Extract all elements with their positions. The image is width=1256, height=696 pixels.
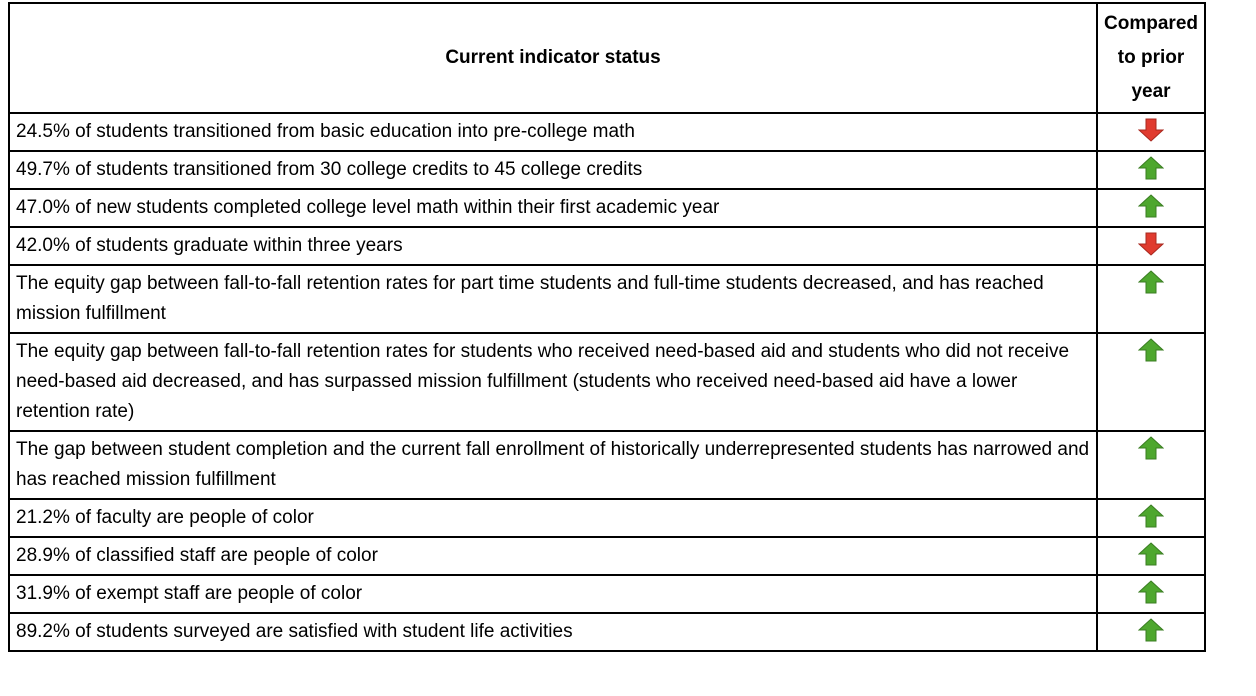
indicator-text: 89.2% of students surveyed are satisfied…	[7, 612, 1099, 652]
row: 47.0% of new students completed college …	[7, 188, 1206, 228]
header-cell: Current indicator status	[7, 2, 1099, 114]
down-arrow	[1138, 118, 1165, 142]
trend-arrow	[1138, 436, 1165, 460]
indicator-text: The gap between student completion and t…	[7, 430, 1099, 500]
trend-cell	[1096, 612, 1206, 652]
trend-cell	[1096, 264, 1206, 334]
trend-cell	[1096, 574, 1206, 614]
down-arrow	[1138, 232, 1165, 256]
indicator-text: The equity gap between fall-to-fall rete…	[7, 264, 1099, 334]
row: 28.9% of classified staff are people of …	[7, 536, 1206, 576]
indicator-table: Current indicator status Compared to pri…	[7, 2, 1206, 652]
trend-cell	[1096, 536, 1206, 576]
trend-arrow	[1138, 580, 1165, 604]
row: 31.9% of exempt staff are people of colo…	[7, 574, 1206, 614]
row: 89.2% of students surveyed are satisfied…	[7, 612, 1206, 652]
trend-arrow	[1138, 338, 1165, 362]
row: The gap between student completion and t…	[7, 430, 1206, 500]
indicator-text: 21.2% of faculty are people of color	[7, 498, 1099, 538]
indicator-text: 24.5% of students transitioned from basi…	[7, 112, 1099, 152]
indicator-text: 28.9% of classified staff are people of …	[7, 536, 1099, 576]
up-arrow	[1138, 194, 1165, 218]
indicator-text: 42.0% of students graduate within three …	[7, 226, 1099, 266]
header-cell: Compared to prior year	[1096, 2, 1206, 114]
up-arrow	[1138, 504, 1165, 528]
row: 49.7% of students transitioned from 30 c…	[7, 150, 1206, 190]
trend-arrow	[1138, 504, 1165, 528]
up-arrow	[1138, 156, 1165, 180]
trend-arrow	[1138, 542, 1165, 566]
trend-cell	[1096, 498, 1206, 538]
trend-arrow	[1138, 194, 1165, 218]
up-arrow	[1138, 436, 1165, 460]
trend-cell	[1096, 112, 1206, 152]
trend-arrow	[1138, 156, 1165, 180]
up-arrow	[1138, 618, 1165, 642]
trend-cell	[1096, 188, 1206, 228]
up-arrow	[1138, 580, 1165, 604]
trend-cell	[1096, 150, 1206, 190]
indicator-text: 47.0% of new students completed college …	[7, 188, 1099, 228]
table-body: 24.5% of students transitioned from basi…	[7, 112, 1206, 652]
row: 42.0% of students graduate within three …	[7, 226, 1206, 266]
header-row: Current indicator status Compared to pri…	[7, 2, 1206, 114]
row: The equity gap between fall-to-fall rete…	[7, 332, 1206, 432]
row: The equity gap between fall-to-fall rete…	[7, 264, 1206, 334]
trend-cell	[1096, 332, 1206, 432]
up-arrow	[1138, 338, 1165, 362]
up-arrow	[1138, 542, 1165, 566]
trend-cell	[1096, 226, 1206, 266]
row: 24.5% of students transitioned from basi…	[7, 112, 1206, 152]
trend-arrow	[1138, 118, 1165, 142]
indicator-text: 31.9% of exempt staff are people of colo…	[7, 574, 1099, 614]
row: 21.2% of faculty are people of color	[7, 498, 1206, 538]
trend-arrow	[1138, 232, 1165, 256]
trend-arrow	[1138, 618, 1165, 642]
indicator-text: 49.7% of students transitioned from 30 c…	[7, 150, 1099, 190]
trend-cell	[1096, 430, 1206, 500]
indicator-text: The equity gap between fall-to-fall rete…	[7, 332, 1099, 432]
up-arrow	[1138, 270, 1165, 294]
trend-arrow	[1138, 270, 1165, 294]
